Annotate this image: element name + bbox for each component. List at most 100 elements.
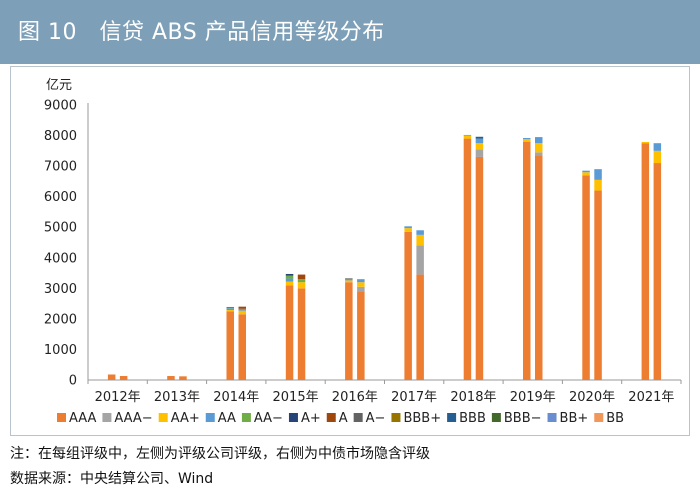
bar-segment-aa — [404, 226, 412, 229]
x-tick-label: 2015年 — [273, 390, 319, 405]
bar-segment-aa+ — [285, 281, 294, 286]
bar-segment-aa — [653, 143, 662, 151]
bar-segment-aa — [345, 278, 353, 281]
bar-segment-aa-minus — [285, 275, 294, 279]
bar-segment-aa+ — [357, 282, 365, 287]
bar-segment-aaa-minus — [357, 286, 365, 292]
bar-segment-aaa — [167, 376, 175, 380]
y-tick-label: 9000 — [44, 99, 77, 114]
legend-swatch — [158, 413, 168, 422]
legend-swatch — [102, 413, 112, 422]
x-tick-label: 2013年 — [154, 390, 200, 405]
x-tick-label: 2018年 — [450, 390, 496, 405]
bar-segment-aa — [416, 230, 424, 235]
x-tick-label: 2012年 — [95, 390, 141, 405]
legend-label: BB — [606, 411, 624, 426]
bar-segment-aa — [357, 279, 365, 283]
bar-segment-aa+ — [641, 141, 650, 144]
bar-segment-aa — [582, 170, 590, 173]
bar-segment-aa+ — [345, 280, 353, 283]
legend-swatch — [353, 413, 363, 422]
legend-swatch — [241, 413, 251, 422]
bar-segment-aa — [475, 138, 484, 144]
legend-label: BB+ — [560, 411, 589, 426]
figure-title: 图 10 信贷 ABS 产品信用等级分布 — [18, 20, 385, 45]
y-tick-label: 6000 — [44, 190, 77, 205]
bar-segment-a — [238, 306, 246, 309]
bar-segment-aaa — [119, 376, 128, 380]
bar-segment-aa+ — [416, 234, 424, 246]
bar-segment-aa-minus — [226, 307, 234, 309]
bar-segment-aaa — [582, 175, 590, 380]
legend-label: A− — [366, 411, 386, 426]
bar-segment-aa+ — [653, 150, 662, 164]
bar-segment-aa-minus — [297, 279, 306, 283]
bar-segment-aa+ — [404, 228, 412, 232]
title-banner: 图 10 信贷 ABS 产品信用等级分布 — [0, 0, 700, 64]
legend-swatch — [391, 413, 401, 422]
legend-label: BBB− — [504, 411, 542, 426]
bar-segment-bbb — [475, 136, 484, 139]
legend-label: BBB+ — [403, 411, 441, 426]
legend-label: AAA− — [114, 411, 152, 426]
bar-segment-aaa — [226, 311, 234, 380]
bar-segment-aaa — [238, 314, 246, 380]
bar-segment-aaa — [357, 291, 365, 380]
stacked-bar-chart: 亿元 0 1000 2000 3000 4000 5000 6000 7000 8000 9000 2… — [44, 78, 682, 426]
legend-label: A+ — [301, 411, 321, 426]
legend-label: AA− — [254, 411, 283, 426]
bar-segment-a — [297, 274, 306, 280]
legend-swatch — [491, 413, 501, 422]
bar-segment-aa+ — [594, 179, 602, 191]
bar-segment-aaa-minus — [535, 152, 543, 156]
bar-segment-aaa — [345, 282, 353, 380]
data-source: 数据来源：中央结算公司、Wind — [10, 471, 214, 487]
legend-swatch — [594, 413, 604, 422]
legend-swatch — [547, 413, 557, 422]
legend-swatch — [288, 413, 298, 422]
bar-segment-aa+ — [523, 139, 531, 142]
bar-segment-aaa — [416, 274, 424, 380]
x-tick-label: 2020年 — [569, 390, 615, 405]
bar-segment-a+ — [285, 273, 294, 276]
bar-segment-aaa — [179, 376, 187, 380]
bar-segment-aaa — [463, 138, 472, 380]
x-tick-label: 2019年 — [510, 390, 556, 405]
bar-segment-aa — [463, 134, 472, 136]
legend-swatch — [326, 413, 336, 422]
bar-segment-aaa — [107, 374, 116, 380]
y-tick-label: 5000 — [44, 221, 77, 236]
y-tick-label: 3000 — [44, 282, 77, 297]
bar-segment-aa+ — [535, 143, 543, 153]
legend-label: AA — [218, 411, 236, 426]
y-tick-label: 1000 — [44, 343, 77, 358]
bar-segment-aa+ — [463, 135, 472, 139]
bar-segment-aa+ — [582, 172, 590, 176]
bar-segment-aa — [285, 278, 294, 282]
x-tick-label: 2021年 — [628, 390, 674, 405]
bar-segment-a-minus — [345, 278, 353, 279]
bar-segment-aaa — [404, 231, 412, 380]
bar-segment-aaa — [285, 285, 294, 380]
bar-segment-a — [226, 306, 234, 308]
bar-segment-aa+ — [238, 310, 246, 315]
x-tick-label: 2017年 — [391, 390, 437, 405]
y-tick-label: 8000 — [44, 129, 77, 144]
y-tick-label: 0 — [69, 374, 77, 389]
bar-segment-aaa — [297, 288, 306, 380]
legend-label: A — [339, 411, 348, 426]
bar-segment-aa — [226, 308, 234, 311]
chart-note: 注：在每组评级中，左侧为评级公司评级，右侧为中债市场隐含评级 — [10, 446, 430, 462]
legend-label: BBB — [459, 411, 486, 426]
legend-label: AA+ — [171, 411, 200, 426]
legend-label: AAA — [69, 411, 97, 426]
bar-segment-aa — [238, 308, 246, 311]
bar-segment-aaa — [594, 190, 602, 380]
bar-segment-aaa — [475, 156, 484, 380]
legend-swatch — [205, 413, 215, 422]
bar-segment-aa+ — [297, 282, 306, 289]
x-tick-label: 2016年 — [332, 390, 378, 405]
y-tick-label: 2000 — [44, 312, 77, 327]
bar-segment-aaa — [653, 163, 662, 380]
bar-segment-aa — [523, 138, 531, 140]
